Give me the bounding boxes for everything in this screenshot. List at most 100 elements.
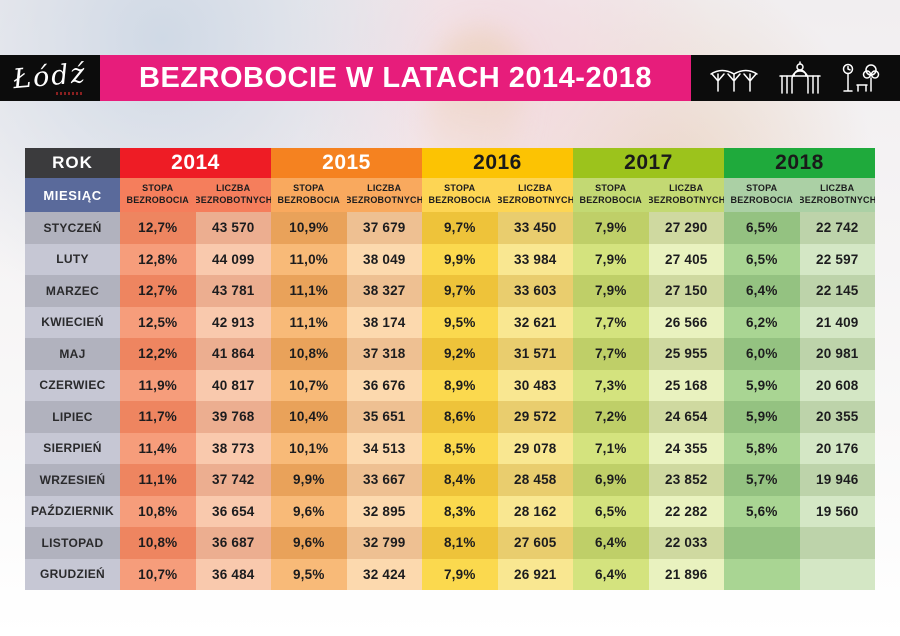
rate-cell-2016: 9,7% <box>422 275 498 307</box>
count-cell-2014: 36 687 <box>195 527 271 559</box>
rate-cell-2015: 9,9% <box>271 464 347 496</box>
count-cell-2018: 20 355 <box>799 401 875 433</box>
rate-cell-2015: 11,0% <box>271 243 347 275</box>
year-header-2014: 2014 <box>120 148 271 178</box>
corner-miesiac: MIESIĄC <box>25 178 120 212</box>
rate-cell-2014: 11,4% <box>120 432 196 464</box>
rate-cell-2015: 9,5% <box>271 558 347 590</box>
rate-cell-2017: 7,7% <box>573 338 649 370</box>
month-cell: STYCZEŃ <box>25 212 120 244</box>
rate-cell-2017: 6,9% <box>573 464 649 496</box>
unemployment-table: ROK 2014 2015 2016 2017 2018 MIESIĄC STOPA BEZRO… <box>25 148 875 590</box>
year-header-2018: 2018 <box>724 148 875 178</box>
count-cell-2015: 35 651 <box>346 401 422 433</box>
rate-cell-2018: 6,0% <box>724 338 800 370</box>
count-cell-2018: 19 946 <box>799 464 875 496</box>
count-cell-2018: 20 608 <box>799 369 875 401</box>
rate-cell-2017: 6,5% <box>573 495 649 527</box>
count-cell-2017: 27 405 <box>648 243 724 275</box>
rate-cell-2016: 7,9% <box>422 558 498 590</box>
count-cell-2017: 23 852 <box>648 464 724 496</box>
rate-cell-2018: 6,4% <box>724 275 800 307</box>
rate-cell-2014: 11,1% <box>120 464 196 496</box>
count-cell-2016: 29 078 <box>497 432 573 464</box>
subheader-rate-2018: STOPA BEZROBOCIA <box>724 178 800 212</box>
subheader-count-2018: LICZBA BEZROBOTNYCH <box>799 178 875 212</box>
count-cell-2018: 22 597 <box>799 243 875 275</box>
rate-cell-2018 <box>724 527 800 559</box>
rate-cell-2016: 8,1% <box>422 527 498 559</box>
count-cell-2015: 38 327 <box>346 275 422 307</box>
count-cell-2017: 24 654 <box>648 401 724 433</box>
month-cell: CZERWIEC <box>25 369 120 401</box>
month-cell: GRUDZIEŃ <box>25 558 120 590</box>
rate-cell-2018: 6,5% <box>724 243 800 275</box>
month-cell: WRZESIEŃ <box>25 464 120 496</box>
rate-cell-2018: 5,9% <box>724 401 800 433</box>
rate-cell-2015: 10,4% <box>271 401 347 433</box>
rate-cell-2016: 8,3% <box>422 495 498 527</box>
count-cell-2018: 22 145 <box>799 275 875 307</box>
month-cell: MARZEC <box>25 275 120 307</box>
count-cell-2016: 33 450 <box>497 212 573 244</box>
month-cell: LISTOPAD <box>25 527 120 559</box>
lodz-logo-text: Łódź <box>11 57 88 95</box>
count-cell-2018: 20 176 <box>799 432 875 464</box>
count-cell-2014: 40 817 <box>195 369 271 401</box>
rate-cell-2014: 12,2% <box>120 338 196 370</box>
corner-rok: ROK <box>25 148 120 178</box>
count-cell-2018: 22 742 <box>799 212 875 244</box>
rate-cell-2016: 9,9% <box>422 243 498 275</box>
rate-cell-2015: 10,7% <box>271 369 347 401</box>
rate-cell-2014: 12,8% <box>120 243 196 275</box>
count-cell-2018: 19 560 <box>799 495 875 527</box>
rate-cell-2017: 7,1% <box>573 432 649 464</box>
gate-icon <box>778 61 821 94</box>
count-cell-2015: 34 513 <box>346 432 422 464</box>
rate-cell-2017: 7,7% <box>573 306 649 338</box>
rate-cell-2016: 8,4% <box>422 464 498 496</box>
subheader-count-2017: LICZBA BEZROBOTNYCH <box>648 178 724 212</box>
rate-cell-2017: 7,2% <box>573 401 649 433</box>
rate-cell-2014: 10,7% <box>120 558 196 590</box>
count-cell-2016: 27 605 <box>497 527 573 559</box>
rate-cell-2017: 6,4% <box>573 527 649 559</box>
count-cell-2014: 39 768 <box>195 401 271 433</box>
subheader-count-2014: LICZBA BEZROBOTNYCH <box>195 178 271 212</box>
count-cell-2014: 38 773 <box>195 432 271 464</box>
header-bar: Łódź BEZROBOCIE W LATACH 2014-2018 <box>0 55 900 101</box>
count-cell-2014: 42 913 <box>195 306 271 338</box>
count-cell-2016: 26 921 <box>497 558 573 590</box>
count-cell-2015: 37 318 <box>346 338 422 370</box>
count-cell-2014: 43 570 <box>195 212 271 244</box>
year-header-2015: 2015 <box>271 148 422 178</box>
count-cell-2016: 32 621 <box>497 306 573 338</box>
year-header-2017: 2017 <box>573 148 724 178</box>
rate-cell-2016: 9,5% <box>422 306 498 338</box>
count-cell-2014: 36 654 <box>195 495 271 527</box>
subheader-rate-2017: STOPA BEZROBOCIA <box>573 178 649 212</box>
rate-cell-2018: 5,9% <box>724 369 800 401</box>
rate-cell-2015: 9,6% <box>271 495 347 527</box>
count-cell-2018 <box>799 527 875 559</box>
count-cell-2017: 27 290 <box>648 212 724 244</box>
rate-cell-2015: 10,1% <box>271 432 347 464</box>
landmarks-box <box>691 55 900 101</box>
rate-cell-2018: 5,8% <box>724 432 800 464</box>
rate-cell-2018: 5,7% <box>724 464 800 496</box>
lodz-logo: Łódź <box>0 55 100 101</box>
rate-cell-2014: 12,7% <box>120 275 196 307</box>
rate-cell-2015: 10,8% <box>271 338 347 370</box>
banner: BEZROBOCIE W LATACH 2014-2018 <box>100 55 691 101</box>
rate-cell-2018 <box>724 558 800 590</box>
month-cell: LIPIEC <box>25 401 120 433</box>
rate-cell-2017: 7,3% <box>573 369 649 401</box>
count-cell-2017: 22 282 <box>648 495 724 527</box>
count-cell-2014: 41 864 <box>195 338 271 370</box>
rate-cell-2016: 8,5% <box>422 432 498 464</box>
rate-cell-2017: 7,9% <box>573 243 649 275</box>
subheader-count-2015: LICZBA BEZROBOTNYCH <box>346 178 422 212</box>
count-cell-2017: 25 955 <box>648 338 724 370</box>
rate-cell-2018: 6,2% <box>724 306 800 338</box>
count-cell-2016: 33 984 <box>497 243 573 275</box>
